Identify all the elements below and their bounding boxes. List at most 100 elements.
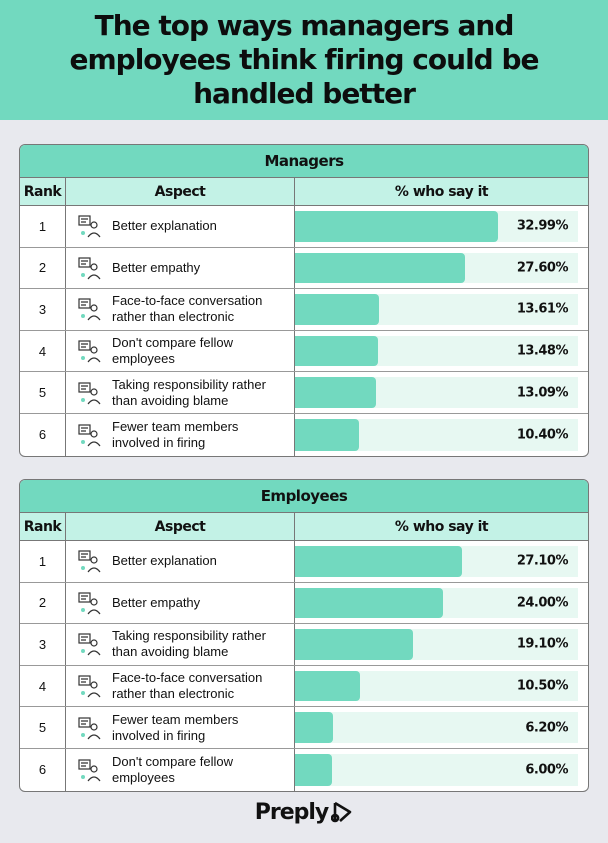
bar-track <box>295 377 578 408</box>
table-row: 1 Better explanation 27.10% <box>20 541 588 583</box>
value-label: 24.00% <box>516 595 569 611</box>
table-row: 3 Face-to-face conversation rather than e… <box>20 289 588 331</box>
bar-track <box>295 418 578 451</box>
pct-header: % who say it <box>394 518 489 535</box>
aspect-cell: Taking responsibility rather than avoidi… <box>66 372 295 413</box>
value-label: 6.20% <box>525 720 568 736</box>
rank-cell: 3 <box>20 289 66 330</box>
aspect-label: Face-to-face conversation rather than el… <box>112 293 263 325</box>
bar <box>295 252 465 284</box>
bar-track <box>295 294 578 325</box>
aspect-cell: Face-to-face conversation rather than el… <box>66 289 295 330</box>
pct-cell: 10.40% <box>295 414 588 456</box>
rank-cell: 4 <box>20 330 66 372</box>
bar <box>295 377 376 408</box>
bar-track <box>295 252 578 284</box>
page-title: The top ways managers and employees thin… <box>69 9 539 110</box>
rank-cell: 2 <box>20 247 66 289</box>
rank-cell: 1 <box>20 541 66 582</box>
aspect-header: Aspect <box>66 178 295 205</box>
aspect-label: Fewer team members involved in firing <box>112 418 239 450</box>
table-header: Rank Aspect % who say it <box>20 513 588 541</box>
header-banner: The top ways managers and employees thin… <box>0 0 608 120</box>
pct-cell: 6.00% <box>295 749 588 791</box>
responsibility-icon <box>76 631 102 657</box>
pct-cell: 6.20% <box>295 707 588 748</box>
table-row: 1 Better explanation 32.99% <box>20 206 588 248</box>
pct-cell: 13.48% <box>295 331 588 372</box>
explanation-icon <box>76 548 102 574</box>
bar <box>295 753 332 786</box>
value-label: 13.61% <box>516 301 569 317</box>
value-label: 27.10% <box>516 553 569 569</box>
value-label: 10.40% <box>516 427 569 443</box>
value-label: 13.48% <box>516 343 569 359</box>
bar-track <box>295 753 578 786</box>
team-icon <box>76 422 102 448</box>
aspect-cell: Don't compare fellow employees <box>66 748 295 791</box>
aspect-label: Better explanation <box>112 553 217 569</box>
responsibility-icon <box>76 380 102 406</box>
rank-cell: 3 <box>20 624 66 665</box>
bar <box>295 335 378 367</box>
pct-cell: 10.50% <box>295 666 588 707</box>
empathy-icon <box>76 255 102 281</box>
aspect-label: Taking responsibility rather than avoidi… <box>112 376 266 408</box>
rank-cell: 2 <box>20 582 66 624</box>
bar-track <box>295 546 578 577</box>
rank-cell: 6 <box>20 748 66 791</box>
aspect-label: Better explanation <box>112 218 217 234</box>
conversation-icon <box>76 296 102 322</box>
value-label: 10.50% <box>516 678 569 694</box>
bar-track <box>295 670 578 702</box>
bar <box>295 294 379 325</box>
table-row: 2 Better empathy 27.60% <box>20 247 588 290</box>
table-row: 5 Fewer team members involved in firing 6.… <box>20 707 588 749</box>
value-label: 6.00% <box>525 762 568 778</box>
pct-cell: 24.00% <box>295 583 588 624</box>
value-label: 13.09% <box>516 385 569 401</box>
aspect-cell: Better empathy <box>66 582 295 624</box>
bar-track <box>295 629 578 660</box>
aspect-cell: Face-to-face conversation rather than el… <box>66 665 295 707</box>
bar <box>295 546 462 577</box>
aspect-label: Don't compare fellow employees <box>112 335 233 367</box>
aspect-label: Better empathy <box>112 594 201 610</box>
conversation-icon <box>76 673 102 699</box>
value-label: 27.60% <box>516 260 569 276</box>
rank-cell: 1 <box>20 206 66 247</box>
table-row: 4 Don't compare fellow employees 13.48% <box>20 330 588 373</box>
aspect-cell: Don't compare fellow employees <box>66 330 295 372</box>
pct-header: % who say it <box>394 183 489 200</box>
bar-track <box>295 335 578 367</box>
compare-icon <box>76 338 102 364</box>
rank-header: Rank <box>20 178 66 205</box>
rank-cell: 6 <box>20 413 66 456</box>
aspect-label: Face-to-face conversation rather than el… <box>112 670 263 702</box>
preply-logo: Preply <box>0 800 608 825</box>
bar-track <box>295 211 578 242</box>
table-row: 5 Taking responsibility rather than avoid… <box>20 372 588 414</box>
table-title: Employees <box>20 480 588 513</box>
table-title: Managers <box>20 145 588 178</box>
aspect-label: Fewer team members involved in firing <box>112 711 239 743</box>
managers-table: Managers Rank Aspect % who say it 1 Bette… <box>19 144 589 457</box>
explanation-icon <box>76 213 102 239</box>
pct-cell: 13.09% <box>295 372 588 413</box>
rank-header: Rank <box>20 513 66 540</box>
brand-name: Preply <box>254 800 330 825</box>
aspect-label: Taking responsibility rather than avoidi… <box>112 628 266 660</box>
aspect-cell: Better explanation <box>66 206 295 247</box>
aspect-cell: Better explanation <box>66 541 295 582</box>
bar <box>295 418 359 451</box>
aspect-cell: Taking responsibility rather than avoidi… <box>66 624 295 665</box>
table-row: 4 Face-to-face conversation rather than e… <box>20 665 588 708</box>
table-row: 6 Don't compare fellow employees 6.00% <box>20 748 588 791</box>
rank-cell: 4 <box>20 665 66 707</box>
table-row: 6 Fewer team members involved in firing 10… <box>20 413 588 456</box>
team-icon <box>76 715 102 741</box>
rank-cell: 5 <box>20 372 66 413</box>
aspect-label: Better empathy <box>112 259 201 275</box>
bar <box>295 587 443 619</box>
value-label: 32.99% <box>516 218 569 234</box>
